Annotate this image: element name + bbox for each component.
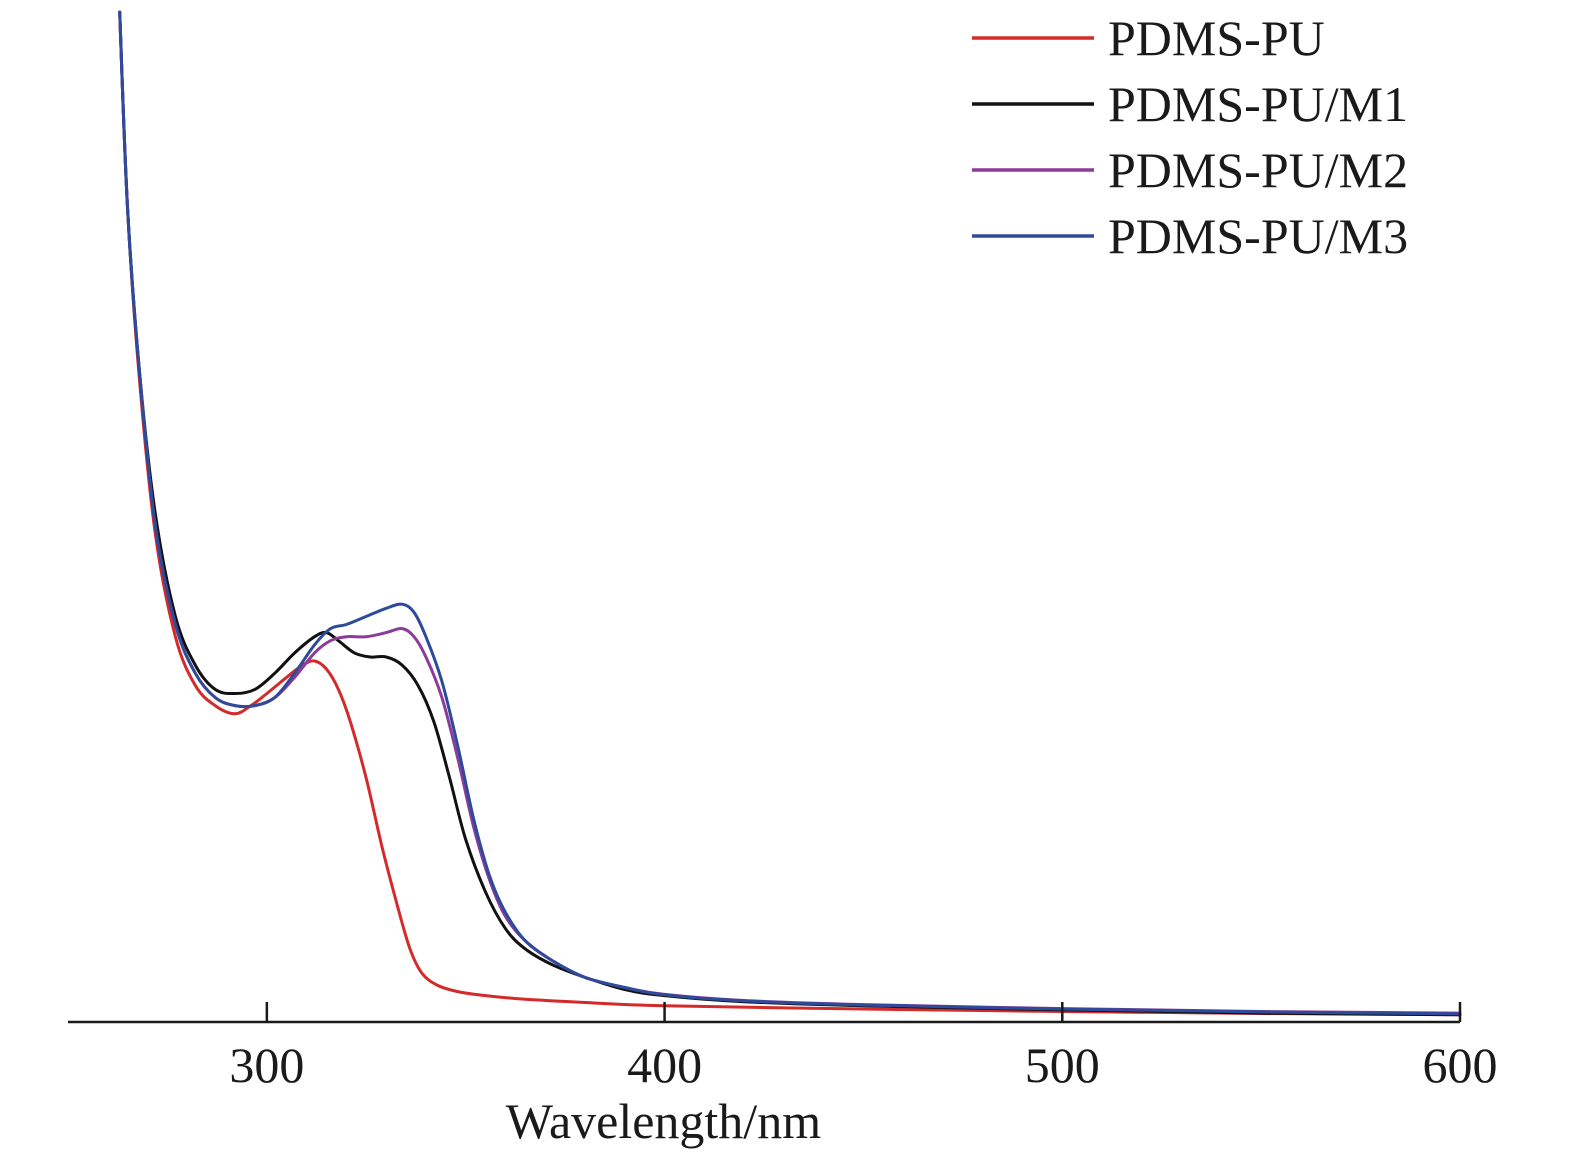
- x-tick-label: 500: [1025, 1037, 1100, 1093]
- series-line-pdms-pu-m3: [118, 10, 1462, 1016]
- series-line-pdms-pu: [118, 10, 1462, 1017]
- legend-label-2: PDMS-PU/M1: [1108, 76, 1408, 132]
- x-tick-label: 300: [229, 1037, 304, 1093]
- legend-label-3: PDMS-PU/M2: [1108, 142, 1408, 198]
- legend: PDMS-PU PDMS-PU/M1 PDMS-PU/M2 PDMS-PU/M3: [972, 10, 1408, 264]
- series-layer: [118, 10, 1462, 1017]
- legend-label-1: PDMS-PU: [1108, 10, 1325, 66]
- x-tick-label: 600: [1423, 1037, 1498, 1093]
- x-axis: 300 400 500 600: [68, 1002, 1498, 1093]
- x-tick-label: 400: [627, 1037, 702, 1093]
- legend-label-4: PDMS-PU/M3: [1108, 208, 1408, 264]
- x-axis-title: Wavelength/nm: [506, 1093, 821, 1149]
